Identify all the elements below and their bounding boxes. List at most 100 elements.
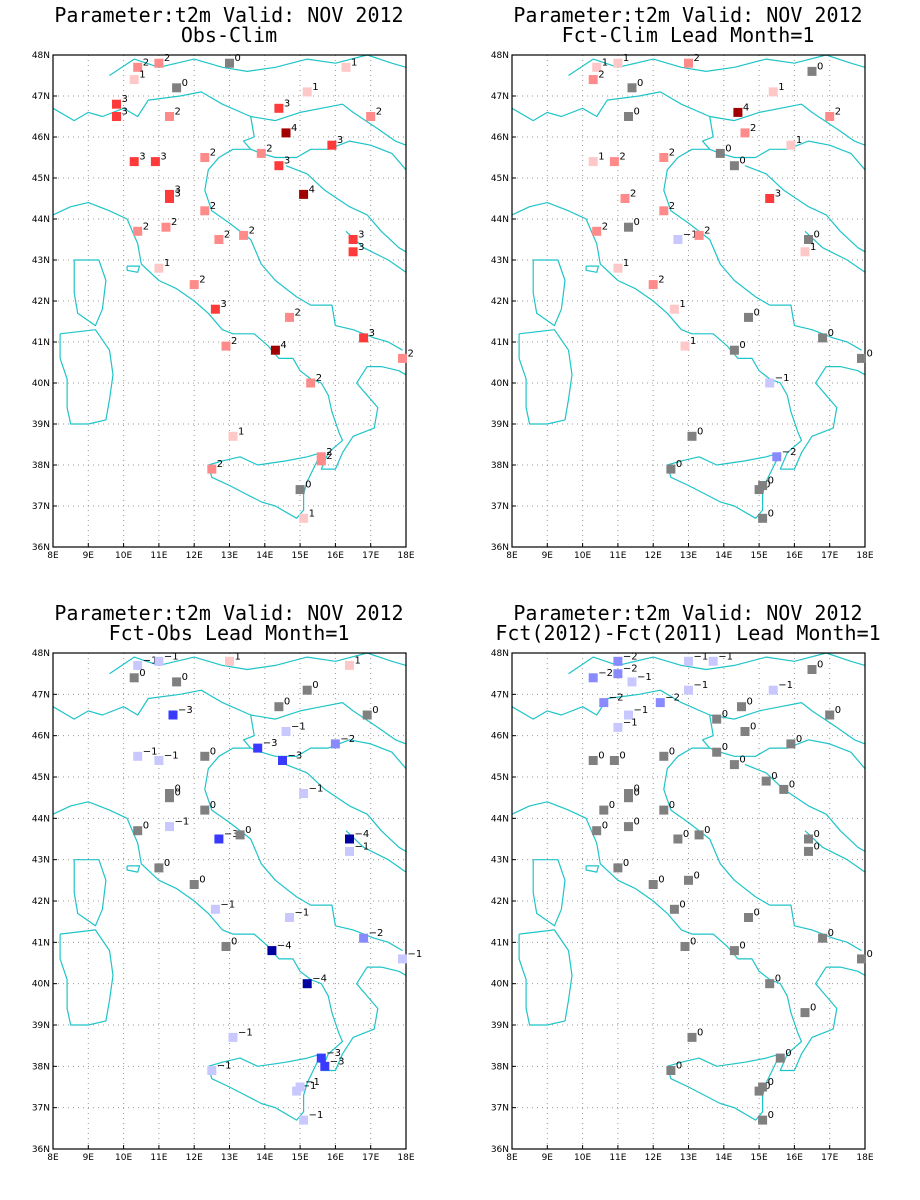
station-value-label: 0 <box>739 755 745 766</box>
station-marker <box>729 345 739 355</box>
lon-tick-label: 13E <box>680 551 697 561</box>
lon-tick-label: 18E <box>856 551 873 561</box>
station-marker <box>818 333 828 343</box>
station-value-label: 0 <box>771 771 777 782</box>
station-marker <box>620 194 630 203</box>
station-value-label: 0 <box>814 829 820 840</box>
station-value-label: −1 <box>220 899 235 910</box>
map-panel-4: Parameter:t2m Valid: NOV 2012Fct(2012)-F… <box>491 601 881 1163</box>
station-value-label: 0 <box>725 143 731 154</box>
station-marker <box>599 805 609 815</box>
coastline <box>511 91 866 146</box>
coastline <box>532 259 566 327</box>
station-value-label: 2 <box>598 70 604 81</box>
station-marker <box>285 312 294 322</box>
station-marker <box>729 760 739 770</box>
lat-tick-label: 38N <box>32 1062 50 1072</box>
station-value-label: 1 <box>623 258 629 269</box>
station-value-label: 1 <box>238 426 244 437</box>
station-marker <box>228 431 238 441</box>
station-marker <box>221 341 231 351</box>
lon-tick-label: 11E <box>150 551 167 561</box>
station-value-label: −1 <box>309 1110 324 1121</box>
station-value-label: 0 <box>768 508 774 519</box>
station-value-label: 0 <box>676 1061 682 1072</box>
station-value-label: 3 <box>139 152 145 163</box>
station-marker <box>786 739 796 749</box>
lat-tick-label: 43N <box>32 856 50 866</box>
station-value-label: 0 <box>775 974 781 985</box>
coastline <box>204 148 403 351</box>
coastline <box>126 865 141 873</box>
station-value-label: 0 <box>867 348 873 359</box>
station-marker <box>165 822 174 832</box>
coastline <box>73 859 107 927</box>
station-marker <box>225 58 234 68</box>
panel-subtitle: Fct(2012)-Fct(2011) Lead Month=1 <box>495 621 880 645</box>
station-marker <box>267 946 277 956</box>
lon-tick-label: 18E <box>397 551 414 561</box>
station-marker <box>624 222 633 232</box>
lon-tick-label: 15E <box>292 1153 309 1163</box>
station-value-label: 4 <box>309 184 315 195</box>
station-value-label: 0 <box>634 817 640 828</box>
station-marker <box>761 776 771 786</box>
station-value-label: −4 <box>312 974 327 985</box>
lon-tick-label: 12E <box>645 1153 662 1163</box>
lon-tick-label: 9E <box>542 1153 554 1163</box>
station-value-label: −2 <box>782 447 797 458</box>
lat-tick-label: 40N <box>32 980 50 990</box>
station-marker <box>359 333 369 343</box>
station-value-label: −2 <box>340 734 355 745</box>
coastline <box>59 329 114 425</box>
lon-tick-label: 15E <box>751 551 768 561</box>
station-value-label: 2 <box>231 336 237 347</box>
station-marker <box>599 698 609 708</box>
station-value-label: −1 <box>175 817 190 828</box>
station-value-label: −2 <box>369 928 384 939</box>
station-value-label: −2 <box>665 693 680 704</box>
station-marker <box>655 698 665 708</box>
lon-tick-label: 17E <box>821 1153 838 1163</box>
lat-tick-label: 48N <box>32 51 50 61</box>
station-marker <box>133 660 143 670</box>
lat-tick-label: 38N <box>32 461 50 471</box>
station-marker <box>299 513 309 523</box>
station-marker <box>804 846 813 856</box>
station-value-label: 0 <box>747 697 753 708</box>
station-value-label: 0 <box>828 928 834 939</box>
station-value-label: 0 <box>768 476 774 487</box>
lat-tick-label: 45N <box>32 174 50 184</box>
station-value-label: 2 <box>376 107 382 118</box>
lat-tick-label: 41N <box>491 338 509 348</box>
station-marker <box>274 161 284 171</box>
station-marker <box>694 830 704 840</box>
station-value-label: 0 <box>785 1048 791 1059</box>
lat-tick-label: 48N <box>32 649 50 659</box>
station-value-label: 2 <box>266 143 272 154</box>
station-value-label: 0 <box>182 672 188 683</box>
station-value-label: 0 <box>739 941 745 952</box>
coastline <box>250 140 407 171</box>
station-marker <box>150 157 160 167</box>
station-marker <box>366 112 376 121</box>
station-value-label: 2 <box>669 201 675 212</box>
lon-tick-label: 16E <box>786 1153 803 1163</box>
station-marker <box>133 826 143 836</box>
station-value-label: 2 <box>750 123 756 134</box>
station-marker <box>627 83 637 93</box>
coastline <box>666 1053 781 1121</box>
station-marker <box>588 673 598 683</box>
station-marker <box>729 161 739 171</box>
station-marker <box>345 660 354 670</box>
station-marker <box>281 727 291 736</box>
coastline <box>243 714 255 749</box>
station-marker <box>857 353 866 363</box>
station-value-label: 2 <box>669 148 675 159</box>
station-marker <box>207 1066 217 1075</box>
station-marker <box>341 62 351 72</box>
lon-tick-label: 13E <box>680 1153 697 1163</box>
station-value-label: 0 <box>814 841 820 852</box>
station-marker <box>588 75 598 85</box>
